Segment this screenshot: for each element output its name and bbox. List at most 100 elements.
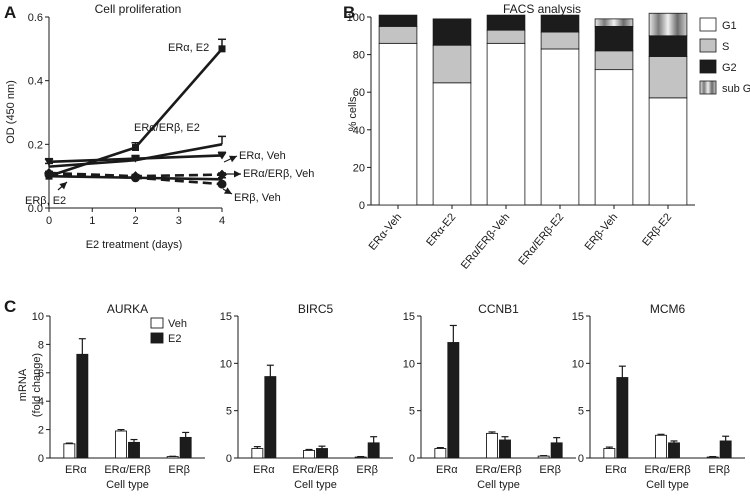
bar — [76, 353, 89, 459]
y-tick-label: 0.2 — [28, 139, 43, 151]
y-tick-label: 0 — [226, 453, 232, 465]
legend-label: E2 — [168, 333, 181, 345]
legend-swatch — [699, 17, 717, 32]
legend-swatch — [699, 59, 717, 74]
x-tick-label: 2 — [132, 215, 138, 227]
y-tick-label: 40 — [353, 125, 365, 137]
y-tick-label: 0 — [38, 453, 44, 465]
legend-swatch — [150, 317, 164, 329]
y-tick-label: 15 — [572, 311, 584, 323]
y-tick-label: 4 — [38, 396, 44, 408]
y-tick-label: 5 — [409, 406, 415, 418]
x-tick-label: ERα/ERβ — [292, 464, 338, 476]
y-tick-label: 10 — [403, 358, 415, 370]
panel-letter-b: B — [343, 3, 355, 22]
bar — [316, 448, 328, 459]
x-tick-label: ERβ — [356, 464, 378, 476]
stacked-bar-segment — [648, 35, 688, 57]
bar — [354, 456, 367, 459]
x-tick-label: ERα — [605, 464, 627, 476]
stacked-bar-segment — [594, 50, 634, 71]
y-tick-label: 0.6 — [28, 12, 43, 24]
series-annotation: ERα, Veh — [239, 150, 286, 162]
y-tick-label: 15 — [403, 311, 415, 323]
x-tick-label: ERα — [436, 464, 458, 476]
y-tick-label: 10 — [32, 311, 44, 323]
bar — [251, 448, 264, 459]
stacked-bar-segment — [378, 14, 418, 27]
y-tick-label: 0 — [409, 453, 415, 465]
x-tick-label: 1 — [89, 215, 95, 227]
legend-label: sub G1 — [722, 83, 750, 95]
bar — [616, 377, 629, 459]
annotation-arrow — [222, 187, 233, 195]
bar — [264, 376, 277, 459]
annotation-arrow — [223, 155, 238, 163]
bar — [128, 441, 140, 459]
chart-cell-proliferation: 0.0 0.2 0.4 0.6 0 1 2 3 4 ERα, E2 ERα/ERβ, E2 ERα, … — [25, 12, 314, 227]
legend-swatch — [699, 38, 717, 53]
charts-mrna-fold-change: AURKA 0 2 4 6 8 10 ERα ERα/ERβ ERβ Cell type Veh E2 B… — [32, 302, 745, 491]
subchart-xlabel: Cell type — [106, 479, 149, 491]
y-tick-label: 100 — [347, 12, 365, 24]
stacked-bar-segment — [594, 18, 634, 27]
bar — [63, 443, 76, 459]
bar — [434, 448, 447, 459]
bar — [719, 440, 732, 459]
x-tick-label: ERα — [65, 464, 87, 476]
panel-a-xlabel: E2 treatment (days) — [86, 239, 183, 251]
panel-b-ylabel: % cells — [347, 96, 359, 131]
panel-a-title: Cell proliferation — [95, 2, 182, 16]
stacked-bar-segment — [432, 18, 472, 46]
series-annotation: ERα, E2 — [168, 42, 209, 54]
bar — [303, 449, 315, 459]
bar — [706, 456, 719, 459]
stacked-bar-segment — [540, 48, 580, 206]
series-annotation: ERα/ERβ, Veh — [243, 168, 314, 180]
bar — [499, 439, 511, 459]
panel-a-ylabel: OD (450 nm) — [5, 80, 17, 144]
legend-label: Veh — [168, 318, 187, 330]
bar — [603, 448, 616, 459]
x-tick-label: ERα-E2 — [424, 211, 458, 248]
subchart-xlabel: Cell type — [477, 479, 520, 491]
x-tick-label: ERβ — [708, 464, 730, 476]
stacked-bar-segment — [486, 29, 526, 44]
legend-label: S — [722, 41, 729, 53]
y-tick-label: 0.4 — [28, 76, 43, 88]
annotation-arrow — [57, 181, 68, 191]
data-point — [218, 45, 226, 53]
x-tick-label: ERα-Veh — [367, 211, 405, 253]
y-tick-label: 5 — [226, 406, 232, 418]
bar — [367, 442, 380, 459]
y-tick-label: 0 — [578, 453, 584, 465]
x-tick-label: ERβ — [539, 464, 561, 476]
legend-label: G2 — [722, 62, 737, 74]
subchart-xlabel: Cell type — [646, 479, 689, 491]
stacked-bar-segment — [648, 56, 688, 99]
stacked-bar-segment — [432, 44, 472, 84]
y-tick-label: 8 — [38, 339, 44, 351]
data-point — [217, 179, 227, 189]
subchart-title: AURKA — [107, 302, 148, 316]
y-tick-label: 0.0 — [28, 203, 43, 215]
bar — [179, 436, 192, 459]
x-tick-label: ERα — [253, 464, 275, 476]
panel-c-ylabel-line1: mRNA — [17, 368, 29, 401]
y-tick-label: 5 — [578, 406, 584, 418]
x-tick-label: ERα/ERβ — [644, 464, 690, 476]
legend-swatch — [150, 332, 164, 344]
panel-letter-c: C — [4, 297, 16, 316]
subchart-title: CCNB1 — [478, 302, 519, 316]
stacked-bar-segment — [432, 82, 472, 206]
panel-c-ylabel-line2: (fold change) — [31, 353, 43, 417]
stacked-bar-segment — [486, 42, 526, 206]
stacked-bar-segment — [540, 14, 580, 33]
y-tick-label: 6 — [38, 368, 44, 380]
data-point — [132, 144, 139, 152]
bar — [537, 455, 550, 459]
bar — [668, 442, 680, 459]
stacked-bar-segment — [648, 97, 688, 206]
stacked-bar-segment — [486, 14, 526, 31]
data-point — [44, 170, 54, 180]
